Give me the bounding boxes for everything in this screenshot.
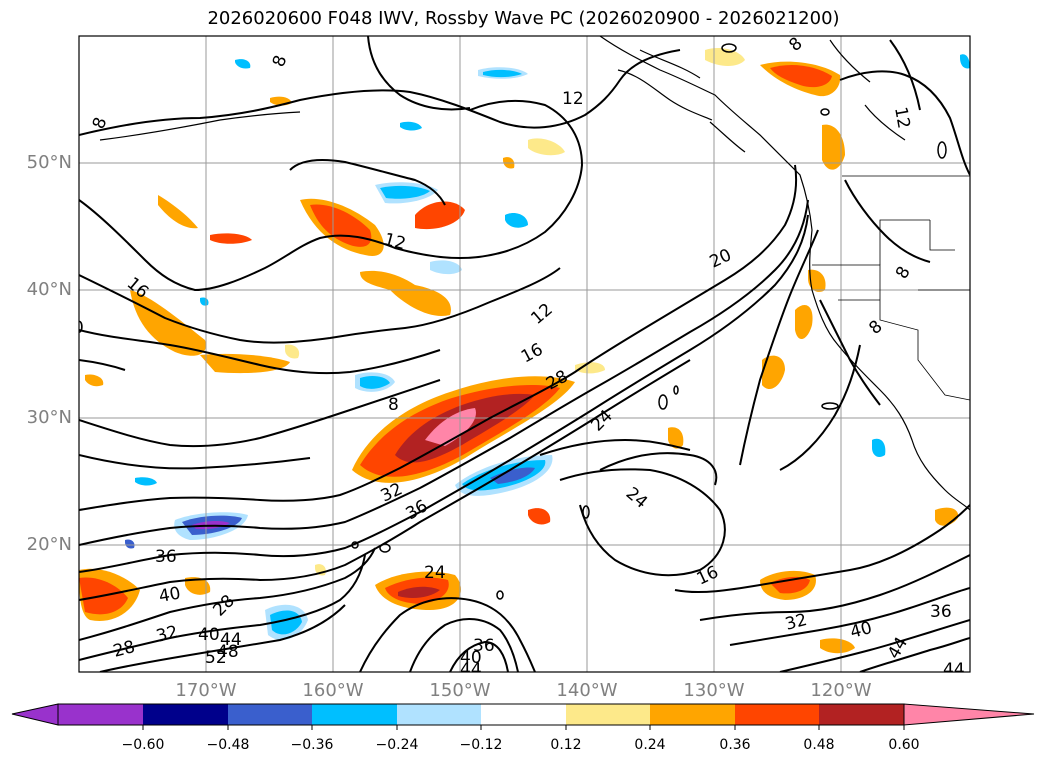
lon-label: 140°W — [556, 680, 618, 701]
colorbar-tick-label: −0.48 — [206, 737, 250, 753]
contour-label: 20 — [707, 245, 735, 272]
contour-label: 36 — [403, 496, 432, 524]
colorbar-bin — [228, 704, 312, 725]
colorbar-bin — [312, 704, 397, 725]
colorbar-tick-label: −0.36 — [290, 737, 334, 753]
contour-label: 36 — [473, 636, 495, 656]
contour-label: 12 — [527, 300, 556, 329]
colorbar-tick-label: 0.12 — [550, 737, 582, 753]
colorbar-bin — [481, 704, 566, 725]
colorbar-ticks — [142, 725, 905, 730]
lat-label: 30°N — [26, 407, 72, 428]
map-frame — [78, 35, 971, 673]
lat-label: 40°N — [26, 279, 72, 300]
contour-label: 8 — [269, 53, 291, 70]
colorbar-bin — [58, 704, 143, 725]
colorbar-bin — [735, 704, 819, 725]
lon-label: 150°W — [429, 680, 491, 701]
colorbar-tick-label: −0.12 — [459, 737, 503, 753]
map-title: 2026020600 F048 IWV, Rossby Wave PC (202… — [207, 8, 840, 29]
contour-label: 48 — [217, 642, 239, 662]
contour-label: 32 — [783, 610, 809, 635]
contour-label: 8 — [388, 395, 399, 415]
contour-label: 24 — [424, 563, 446, 583]
contour-label: 44 — [943, 660, 965, 680]
colorbar-bin — [566, 704, 650, 725]
negative-pc-patches — [125, 54, 970, 640]
colorbar-tick-label: 0.48 — [803, 737, 835, 753]
contour-label: 40 — [198, 625, 220, 645]
lon-label: 160°W — [302, 680, 364, 701]
lon-label: 120°W — [810, 680, 872, 701]
contour-label: 40 — [460, 648, 482, 668]
lat-label: 20°N — [26, 534, 72, 555]
contour-label: 52 — [205, 648, 227, 668]
contour-label: 0 — [73, 318, 84, 338]
borders — [812, 175, 970, 401]
lon-label: 170°W — [175, 680, 237, 701]
contour-label: 32 — [154, 622, 180, 647]
colorbar-bin — [650, 704, 735, 725]
contour-label: 44 — [220, 630, 242, 650]
colorbar-tick-label: 0.36 — [719, 737, 751, 753]
colorbar-extend-low — [11, 703, 59, 726]
contour-label: 36 — [930, 602, 952, 622]
contour-label: 12 — [562, 89, 584, 109]
colorbar-bin — [819, 704, 904, 725]
colorbar — [11, 703, 1035, 730]
coastline — [99, 36, 970, 511]
colorbar-tick-label: 0.60 — [888, 737, 920, 753]
colorbar-bin — [397, 704, 481, 725]
contour-label: 28 — [111, 637, 137, 662]
contour-label: 40 — [157, 583, 182, 606]
colorbar-tick-label: −0.24 — [375, 737, 419, 753]
colorbar-tick-label: 0.24 — [634, 737, 666, 753]
contour-label: 32 — [378, 479, 406, 506]
contour-label: 8 — [892, 263, 915, 282]
contour-label: 28 — [209, 591, 238, 620]
contour-label: 36 — [155, 547, 177, 567]
lat-label: 50°N — [26, 152, 72, 173]
contour-label: 8 — [89, 115, 111, 132]
contour-label: 44 — [460, 660, 482, 680]
contour-label: 12 — [890, 105, 913, 130]
colorbar-bin — [143, 704, 228, 725]
contour-label: 16 — [518, 340, 546, 368]
colorbar-tick-label: −0.60 — [121, 737, 165, 753]
contour-label: 40 — [848, 618, 874, 643]
contour-label: 16 — [694, 562, 722, 589]
graticule — [79, 36, 970, 672]
contour-label: 8 — [865, 317, 886, 339]
contour-label: 24 — [622, 484, 651, 513]
lon-label: 130°W — [683, 680, 745, 701]
colorbar-extend-high — [903, 703, 1035, 726]
small-contours — [351, 43, 947, 600]
iwv-contours — [79, 36, 970, 672]
contour-label: 8 — [785, 34, 806, 56]
